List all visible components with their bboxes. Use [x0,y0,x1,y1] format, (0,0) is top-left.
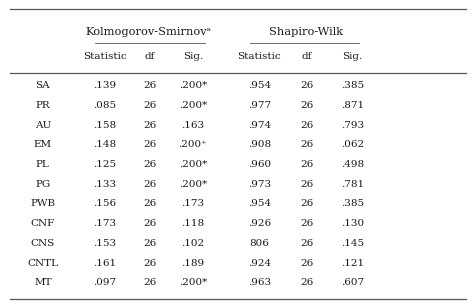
Text: .200*: .200* [178,180,207,189]
Text: .118: .118 [181,219,204,228]
Text: PG: PG [35,180,50,189]
Text: .977: .977 [248,101,271,110]
Text: .173: .173 [181,199,204,209]
Text: 26: 26 [300,278,314,287]
Text: EM: EM [34,140,52,149]
Text: .871: .871 [341,101,364,110]
Text: 26: 26 [300,160,314,169]
Text: 26: 26 [300,219,314,228]
Text: 26: 26 [143,140,157,149]
Text: 26: 26 [143,278,157,287]
Text: PL: PL [36,160,50,169]
Text: 26: 26 [143,101,157,110]
Text: .130: .130 [341,219,364,228]
Text: Statistic: Statistic [238,52,281,61]
Text: PR: PR [36,101,50,110]
Text: 26: 26 [143,121,157,130]
Text: 26: 26 [300,121,314,130]
Text: .793: .793 [341,121,364,130]
Text: .085: .085 [93,101,116,110]
Text: 26: 26 [143,180,157,189]
Text: CNTL: CNTL [27,258,59,268]
Text: .153: .153 [93,239,116,248]
Text: PWB: PWB [30,199,55,209]
Text: .963: .963 [248,278,271,287]
Text: .974: .974 [248,121,271,130]
Text: AU: AU [35,121,51,130]
Text: Statistic: Statistic [83,52,127,61]
Text: .908: .908 [248,140,271,149]
Text: .200⁺: .200⁺ [178,140,207,149]
Text: 26: 26 [300,199,314,209]
Text: 26: 26 [143,258,157,268]
Text: .498: .498 [341,160,364,169]
Text: .781: .781 [341,180,364,189]
Text: .954: .954 [248,81,271,90]
Text: .125: .125 [93,160,116,169]
Text: .189: .189 [181,258,204,268]
Text: 26: 26 [300,101,314,110]
Text: .924: .924 [248,258,271,268]
Text: df: df [145,52,155,61]
Text: .960: .960 [248,160,271,169]
Text: 26: 26 [143,199,157,209]
Text: .926: .926 [248,219,271,228]
Text: .954: .954 [248,199,271,209]
Text: 26: 26 [143,160,157,169]
Text: 26: 26 [300,180,314,189]
Text: 26: 26 [300,81,314,90]
Text: .148: .148 [93,140,116,149]
Text: 26: 26 [300,140,314,149]
Text: 26: 26 [143,219,157,228]
Text: .200*: .200* [178,278,207,287]
Text: .385: .385 [341,199,364,209]
Text: .158: .158 [93,121,116,130]
Text: 26: 26 [143,239,157,248]
Text: .145: .145 [341,239,364,248]
Text: Shapiro-Wilk: Shapiro-Wilk [269,27,343,37]
Text: .163: .163 [181,121,204,130]
Text: CNS: CNS [31,239,55,248]
Text: .173: .173 [93,219,116,228]
Text: .121: .121 [341,258,364,268]
Text: 26: 26 [300,258,314,268]
Text: .102: .102 [181,239,204,248]
Text: CNF: CNF [31,219,55,228]
Text: Sig.: Sig. [342,52,362,61]
Text: .156: .156 [93,199,116,209]
Text: SA: SA [36,81,50,90]
Text: .139: .139 [93,81,116,90]
Text: MT: MT [34,278,52,287]
Text: .200*: .200* [178,160,207,169]
Text: .607: .607 [341,278,364,287]
Text: Kolmogorov-Smirnovᵃ: Kolmogorov-Smirnovᵃ [86,27,212,37]
Text: 806: 806 [249,239,269,248]
Text: Sig.: Sig. [183,52,203,61]
Text: df: df [302,52,312,61]
Text: .161: .161 [93,258,116,268]
Text: 26: 26 [300,239,314,248]
Text: .097: .097 [93,278,116,287]
Text: .385: .385 [341,81,364,90]
Text: .062: .062 [341,140,364,149]
Text: 26: 26 [143,81,157,90]
Text: .133: .133 [93,180,116,189]
Text: .200*: .200* [178,101,207,110]
Text: .973: .973 [248,180,271,189]
Text: .200*: .200* [178,81,207,90]
